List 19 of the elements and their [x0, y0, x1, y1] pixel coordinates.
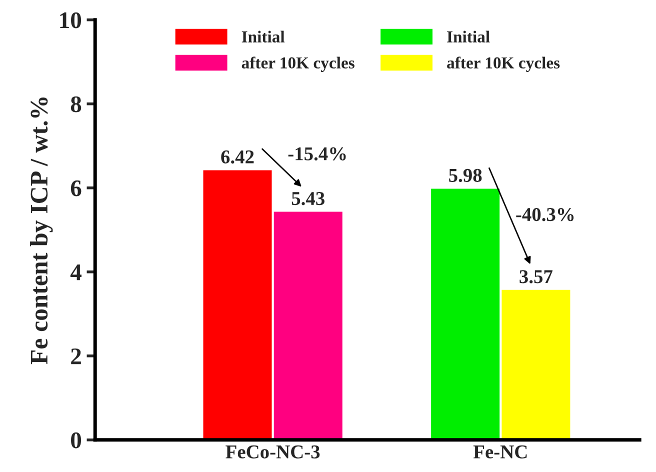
y-tick-label: 4 [70, 264, 82, 280]
data-label: 5.43 [292, 192, 324, 206]
legend-label: after 10K cycles [447, 56, 560, 72]
data-label: 3.57 [520, 270, 552, 284]
x-tick-label: FeCo-NC-3 [226, 445, 320, 458]
annotation: -15.4% [288, 147, 346, 160]
y-tick-label: 8 [70, 96, 82, 112]
legend-label: Initial [242, 30, 285, 42]
x-tick-label: Fe-NC [473, 445, 527, 458]
y-tick-label: 0 [71, 432, 82, 448]
y-tick-label: 6 [70, 180, 82, 196]
data-label: 6.42 [221, 150, 254, 164]
y-axis-title: Fe content by ICP / wt.% [30, 97, 53, 364]
y-tick-label: 10 [60, 12, 82, 28]
data-label: 5.98 [449, 168, 482, 182]
annotation: -40.3% [516, 208, 574, 222]
y-tick-label: 2 [71, 348, 81, 364]
legend-label: after 10K cycles [242, 56, 354, 72]
legend-label: Initial [447, 30, 490, 42]
